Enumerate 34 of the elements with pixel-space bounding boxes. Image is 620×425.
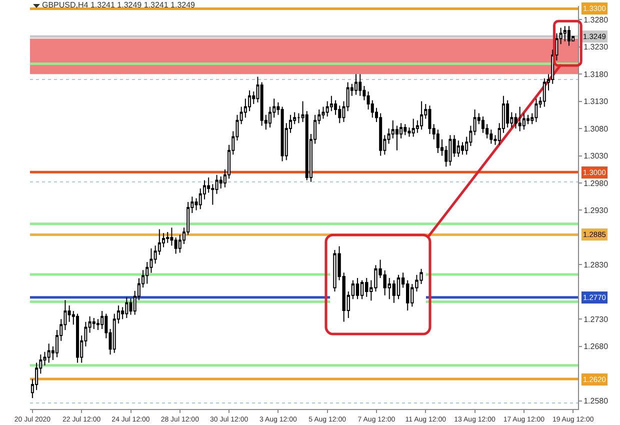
candlestick (354, 74, 358, 96)
y-tick-label: 1.3080 (584, 124, 609, 134)
candlestick (563, 26, 566, 42)
candlestick (567, 26, 570, 46)
candlestick (396, 274, 400, 300)
candlestick (76, 313, 80, 364)
y-tick-label: 1.2830 (584, 260, 609, 270)
candlestick (534, 98, 538, 122)
y-tick-label: 1.2930 (584, 206, 609, 216)
candlestick (166, 232, 170, 244)
y-tick-label: 1.3030 (584, 152, 609, 161)
y-tick-label: 1.3280 (584, 15, 609, 24)
candlestick (412, 118, 415, 138)
candlestick (360, 280, 364, 300)
candlestick (125, 296, 128, 319)
candlestick (280, 106, 284, 162)
candlestick (542, 78, 546, 108)
candlestick (420, 100, 424, 130)
y-tick-label: 1.2730 (584, 314, 609, 324)
y-tick-label: 1.2680 (584, 342, 609, 352)
y-tick-label: 1.3230 (584, 42, 609, 52)
candlestick (92, 318, 96, 330)
candlestick (297, 112, 300, 124)
chart-title: GBPUSD,H4 1.3241 1.3249 1.3241 1.3249 (42, 0, 196, 10)
candlestick (448, 134, 452, 166)
y-tick-label: 1.2980 (584, 178, 609, 188)
candlestick (404, 124, 407, 136)
y-tick-label: 1.2580 (584, 396, 609, 406)
y-tick-label: 1.3130 (584, 97, 609, 106)
y-tick-label: 1.3180 (584, 70, 609, 79)
candlestick (358, 74, 362, 96)
candlestick (47, 343, 50, 364)
candlestick (518, 106, 522, 132)
candlestick (356, 277, 360, 300)
